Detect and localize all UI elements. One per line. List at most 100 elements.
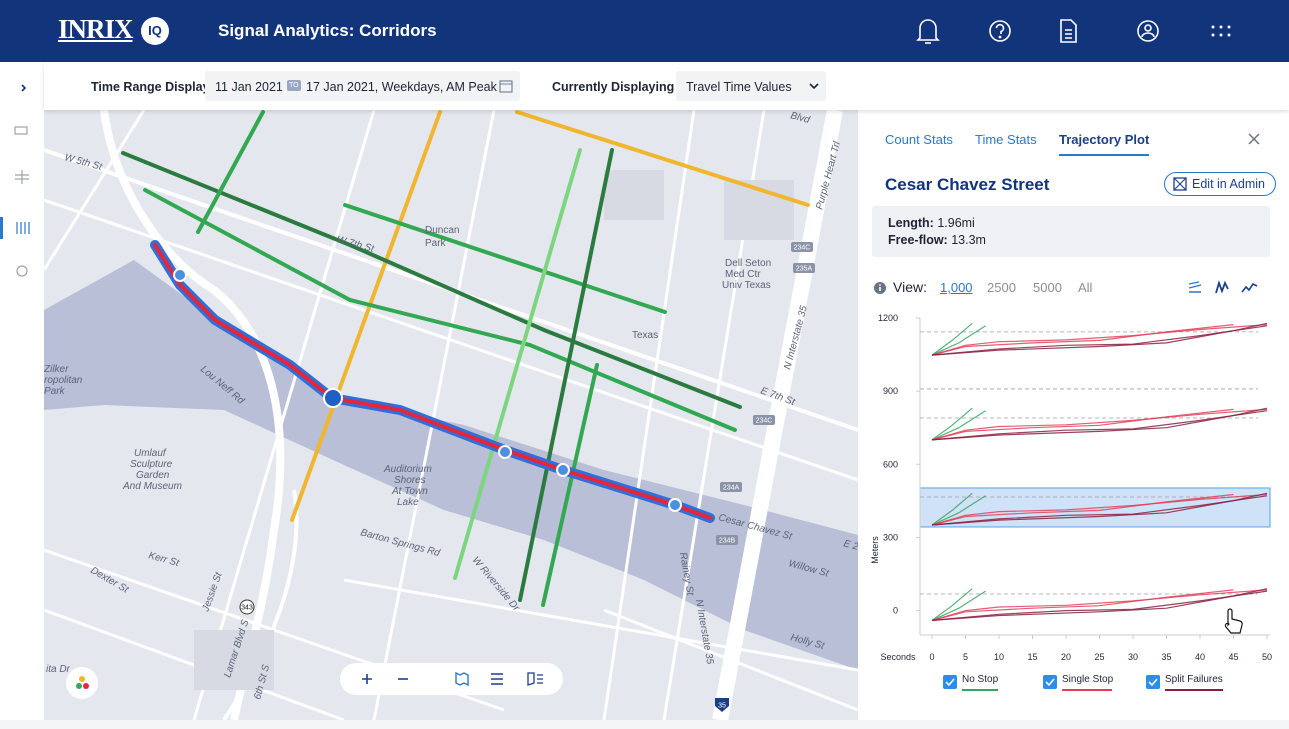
legend-checkbox[interactable] (1043, 675, 1057, 689)
trajectory (931, 590, 986, 621)
sidebar-icons (0, 84, 30, 277)
x-tick-label: 45 (1228, 652, 1238, 662)
map-view[interactable] (455, 671, 469, 687)
displaying-label: Currently Displaying (552, 80, 675, 94)
calendar-icon[interactable] (499, 79, 513, 93)
shield-label: 234C (794, 245, 811, 252)
x-tick-label: 15 (1027, 652, 1037, 662)
legend-checkbox[interactable] (1146, 675, 1160, 689)
logo-badge: IQ (141, 17, 169, 45)
x-tick-label: 20 (1061, 652, 1071, 662)
edit-button[interactable]: Edit in Admin (1164, 172, 1276, 196)
shield-label: 235A (796, 266, 813, 273)
help-icon[interactable] (989, 20, 1011, 42)
mode-icon[interactable] (1241, 282, 1258, 293)
exit-shield (720, 482, 742, 492)
expand-icon[interactable] (21, 84, 27, 92)
split-view[interactable] (527, 672, 543, 686)
interstate-shield (715, 698, 729, 712)
edit-icon (1173, 177, 1187, 191)
info-box: Length: 1.96mi Free-flow: 13.3m (872, 206, 1270, 257)
apps-icon[interactable] (1211, 25, 1231, 37)
shield-label: 234C (756, 418, 773, 425)
map-label: Duncan (425, 225, 459, 236)
view-option-active[interactable]: 1,000 (940, 280, 973, 295)
time-range-label: Time Range Display (91, 80, 210, 94)
nav-icon-active[interactable] (16, 222, 30, 234)
end-date[interactable]: 17 Jan 2021, Weekdays, AM Peak (306, 80, 497, 94)
display-select[interactable] (676, 71, 826, 101)
legend-checkbox[interactable] (943, 675, 957, 689)
report-icon[interactable] (1060, 19, 1077, 43)
x-tick-label: 10 (994, 652, 1004, 662)
x-tick-label: 40 (1195, 652, 1205, 662)
display-value[interactable]: Travel Time Values (686, 80, 792, 94)
map-label: Univ Texas (722, 280, 771, 291)
list-view[interactable] (491, 673, 503, 685)
account-icon[interactable] (1137, 20, 1159, 42)
start-date[interactable]: 11 Jan 2021 (215, 80, 283, 94)
x-tick-label: 35 (1161, 652, 1171, 662)
layers-button[interactable] (66, 667, 98, 699)
trajectory (931, 322, 973, 356)
trajectory (931, 408, 1234, 441)
map-label: ita Dr (46, 664, 71, 675)
select-chevron[interactable] (809, 82, 819, 90)
map-label: Texas (632, 330, 658, 341)
exit-shield (791, 242, 813, 252)
tab[interactable]: Time Stats (975, 132, 1037, 147)
shield-label: 343 (241, 605, 253, 612)
view-option[interactable]: 2500 (987, 280, 1016, 295)
freeflow-label: Free-flow: (888, 233, 948, 247)
settings-icon[interactable] (16, 265, 28, 277)
trajectory (931, 410, 1268, 441)
tab-active[interactable]: Trajectory Plot (1059, 132, 1150, 156)
view-option[interactable]: All (1078, 280, 1093, 295)
bell-icon[interactable] (916, 19, 940, 44)
mode-icon[interactable] (1215, 280, 1229, 294)
x-tick-label: 25 (1094, 652, 1104, 662)
intersections[interactable] (173, 268, 682, 512)
y-tick-label: 900 (883, 386, 898, 396)
x-tick-label: 0 (929, 652, 934, 662)
x-axis-label: Seconds (880, 652, 916, 662)
map-label: Blvd (789, 110, 811, 126)
trajectory (931, 407, 1268, 441)
blocks (194, 170, 794, 690)
map-label: Sculpture (130, 459, 173, 470)
map-label: Dell Seton (725, 258, 771, 269)
map-label: Park (44, 386, 66, 397)
y-tick-label: 600 (883, 459, 898, 469)
nav-icon[interactable] (15, 170, 29, 184)
length-value: 1.96mi (937, 216, 975, 230)
side-panel: Count Stats Time Stats Trajectory Plot C… (858, 110, 1285, 720)
check-mark (945, 678, 955, 687)
zoom-in[interactable] (362, 674, 372, 684)
edit-label: Edit in Admin (1192, 177, 1265, 191)
app-title: Signal Analytics: Corridors (218, 21, 437, 40)
nav-icon[interactable] (14, 126, 28, 135)
trajectory (931, 493, 1268, 526)
info-icon[interactable] (873, 281, 887, 295)
view-option[interactable]: 5000 (1033, 280, 1062, 295)
roads (44, 110, 858, 720)
shield-label: 234A (723, 485, 740, 492)
selected-route (150, 240, 716, 523)
exit-shield (793, 263, 815, 273)
map-label: Shores (394, 475, 426, 486)
trajectory (931, 407, 973, 441)
mode-icon[interactable] (1188, 281, 1202, 293)
toolbar: Time Range Display 11 Jan 2021 TO 17 Jan… (44, 62, 1289, 110)
date-picker[interactable] (205, 71, 520, 101)
header-icons (916, 19, 1231, 44)
logo[interactable]: INRIX (58, 14, 134, 44)
close-button[interactable] (1247, 132, 1261, 146)
shield-label: 234B (719, 538, 736, 545)
trajectory (931, 324, 1268, 356)
plot-mode-icons (1188, 280, 1258, 294)
sidebar (0, 62, 45, 720)
map-label: ropolitan (44, 375, 83, 386)
legend-label: No Stop (962, 674, 999, 685)
tab[interactable]: Count Stats (885, 132, 953, 147)
